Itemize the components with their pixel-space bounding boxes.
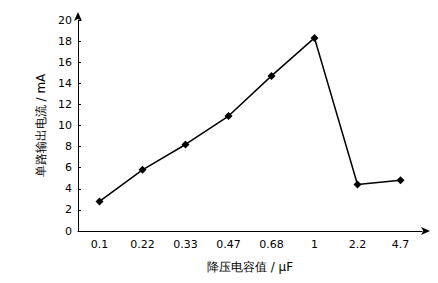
svg-text:0: 0 (65, 225, 72, 238)
svg-text:8: 8 (65, 140, 72, 153)
svg-text:12: 12 (58, 98, 72, 111)
svg-text:10: 10 (58, 119, 72, 132)
svg-text:0.22: 0.22 (130, 238, 155, 251)
svg-text:4: 4 (65, 182, 72, 195)
svg-text:0.33: 0.33 (173, 238, 198, 251)
svg-text:2: 2 (65, 203, 72, 216)
svg-text:0.68: 0.68 (259, 238, 284, 251)
svg-text:2.2: 2.2 (349, 238, 367, 251)
svg-text:0.1: 0.1 (91, 238, 109, 251)
svg-text:4.7: 4.7 (392, 238, 410, 251)
svg-text:降压电容值 / μF: 降压电容值 / μF (207, 260, 293, 274)
svg-text:16: 16 (58, 56, 72, 69)
svg-text:1: 1 (311, 238, 318, 251)
svg-text:单路输出电流 / mA: 单路输出电流 / mA (34, 73, 48, 177)
svg-text:0.47: 0.47 (216, 238, 241, 251)
svg-text:14: 14 (58, 77, 72, 90)
svg-text:6: 6 (65, 161, 72, 174)
svg-text:18: 18 (58, 35, 72, 48)
svg-text:20: 20 (58, 14, 72, 27)
